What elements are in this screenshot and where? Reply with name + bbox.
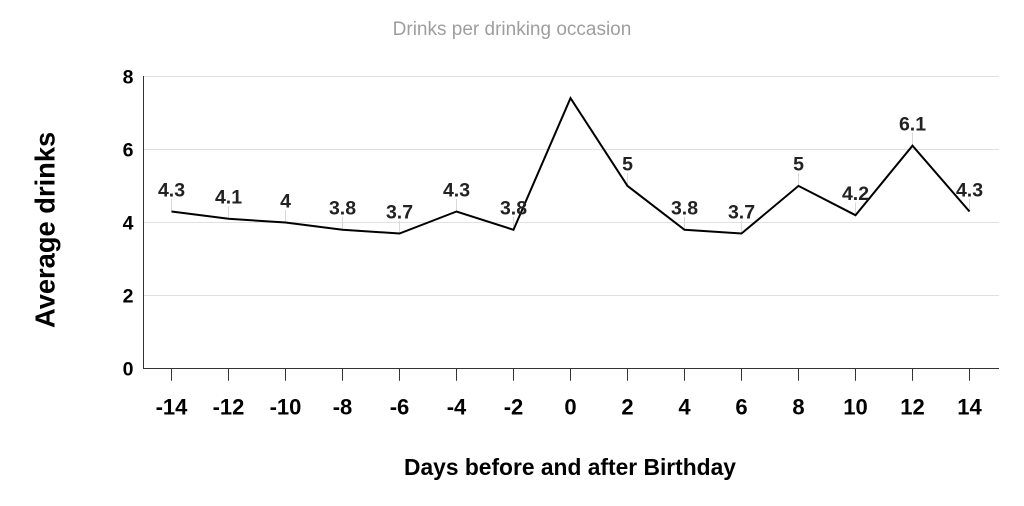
svg-text:-8: -8 bbox=[333, 394, 353, 419]
svg-text:4.1: 4.1 bbox=[215, 187, 242, 209]
svg-text:0: 0 bbox=[123, 359, 134, 381]
svg-text:0: 0 bbox=[564, 394, 576, 419]
svg-text:-12: -12 bbox=[213, 394, 245, 419]
svg-text:8: 8 bbox=[123, 67, 134, 89]
svg-text:4: 4 bbox=[678, 394, 691, 419]
svg-text:6: 6 bbox=[123, 140, 134, 162]
svg-text:5: 5 bbox=[622, 154, 633, 176]
svg-text:Average drinks: Average drinks bbox=[30, 132, 61, 328]
svg-text:6: 6 bbox=[735, 394, 747, 419]
svg-text:4.3: 4.3 bbox=[158, 179, 185, 201]
svg-text:3.7: 3.7 bbox=[386, 201, 413, 223]
svg-text:4.3: 4.3 bbox=[956, 179, 983, 201]
svg-text:3.8: 3.8 bbox=[500, 198, 527, 220]
svg-text:12: 12 bbox=[900, 394, 924, 419]
svg-text:-4: -4 bbox=[447, 394, 467, 419]
svg-text:3.8: 3.8 bbox=[671, 198, 698, 220]
svg-text:-2: -2 bbox=[504, 394, 524, 419]
svg-text:4: 4 bbox=[280, 190, 291, 212]
svg-text:4.2: 4.2 bbox=[842, 183, 869, 205]
svg-text:2: 2 bbox=[123, 286, 134, 308]
svg-text:3.8: 3.8 bbox=[329, 198, 356, 220]
svg-text:6.1: 6.1 bbox=[899, 114, 926, 136]
svg-text:Drinks per drinking occasion: Drinks per drinking occasion bbox=[393, 19, 632, 40]
svg-text:-6: -6 bbox=[390, 394, 410, 419]
svg-text:-14: -14 bbox=[156, 394, 189, 419]
svg-text:-10: -10 bbox=[270, 394, 302, 419]
svg-text:10: 10 bbox=[843, 394, 867, 419]
svg-text:3.7: 3.7 bbox=[728, 201, 755, 223]
svg-text:14: 14 bbox=[957, 394, 982, 419]
svg-text:5: 5 bbox=[793, 154, 804, 176]
svg-text:Days before and after Birthday: Days before and after Birthday bbox=[404, 454, 736, 480]
svg-text:4: 4 bbox=[123, 213, 134, 235]
svg-text:2: 2 bbox=[621, 394, 633, 419]
svg-text:4.3: 4.3 bbox=[443, 179, 470, 201]
svg-text:8: 8 bbox=[792, 394, 804, 419]
